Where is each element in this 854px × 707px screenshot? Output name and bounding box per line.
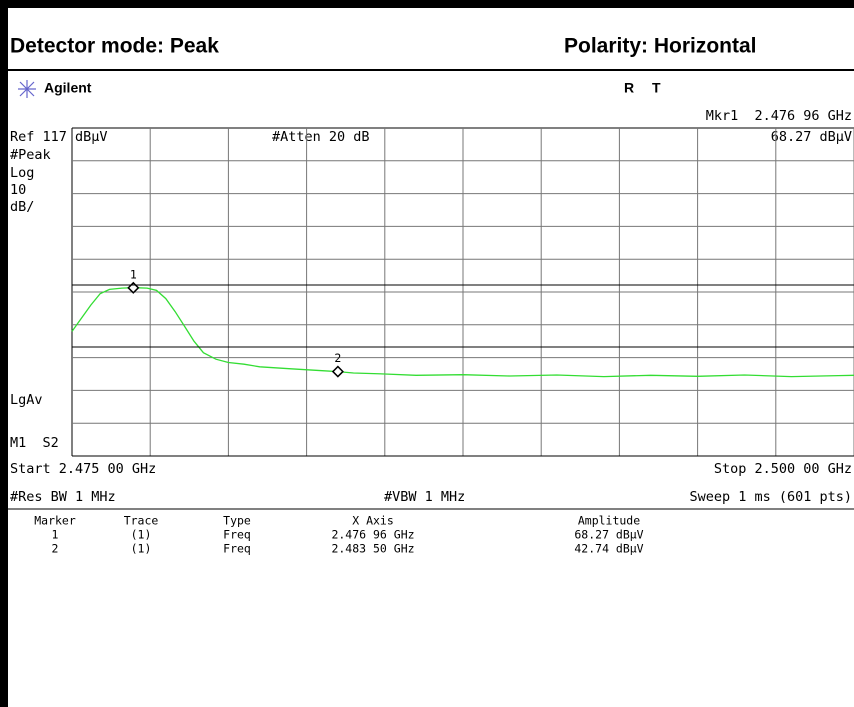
left-label: dB/ bbox=[10, 199, 34, 215]
marker-label: 2 bbox=[334, 351, 341, 365]
table-cell: 68.27 dBµV bbox=[574, 528, 643, 542]
top-border bbox=[0, 0, 854, 8]
marker-label: 1 bbox=[130, 267, 137, 281]
status-t: T bbox=[652, 80, 661, 96]
left-label: Log bbox=[10, 165, 34, 181]
ref-level: Ref 117 dBµV bbox=[10, 129, 108, 145]
brand: Agilent bbox=[44, 80, 92, 96]
column-header: Trace bbox=[124, 514, 159, 528]
left-label: 10 bbox=[10, 182, 26, 198]
marker bbox=[127, 281, 140, 294]
column-header: Marker bbox=[34, 514, 76, 528]
left-border bbox=[0, 0, 8, 707]
table-cell: 2.483 50 GHz bbox=[331, 542, 414, 556]
m1s2: M1 S2 bbox=[10, 435, 59, 451]
agilent-logo bbox=[18, 80, 36, 98]
polarity: Polarity: Horizontal bbox=[564, 35, 757, 58]
start: Start 2.475 00 GHz bbox=[10, 461, 156, 477]
column-header: Type bbox=[223, 514, 251, 528]
status-r: R bbox=[624, 80, 634, 96]
rbw: #Res BW 1 MHz bbox=[10, 489, 116, 505]
atten: #Atten 20 dB bbox=[272, 129, 370, 145]
sweep: Sweep 1 ms (601 pts) bbox=[689, 489, 852, 505]
table-cell: (1) bbox=[131, 542, 152, 556]
marker bbox=[331, 365, 344, 378]
plot: 12 bbox=[71, 127, 854, 457]
detector-mode: Detector mode: Peak bbox=[10, 35, 219, 58]
marker-freq: Mkr1 2.476 96 GHz bbox=[706, 108, 852, 124]
lgav: LgAv bbox=[10, 392, 43, 408]
table-cell: 1 bbox=[52, 528, 59, 542]
table-cell: 42.74 dBµV bbox=[574, 542, 643, 556]
table-cell: (1) bbox=[131, 528, 152, 542]
marker-table: Marker Trace Type X Axis Amplitude 1 (1) Freq 2.… bbox=[34, 514, 643, 556]
table-cell: Freq bbox=[223, 528, 251, 542]
column-header: Amplitude bbox=[578, 514, 640, 528]
table-cell: 2.476 96 GHz bbox=[331, 528, 414, 542]
marker-amp: 68.27 dBµV bbox=[771, 129, 852, 145]
vbw: #VBW 1 MHz bbox=[384, 489, 465, 505]
left-label: #Peak bbox=[10, 147, 51, 163]
table-cell: Freq bbox=[223, 542, 251, 556]
table-cell: 2 bbox=[52, 542, 59, 556]
stop: Stop 2.500 00 GHz bbox=[714, 461, 852, 477]
column-header: X Axis bbox=[352, 514, 394, 528]
